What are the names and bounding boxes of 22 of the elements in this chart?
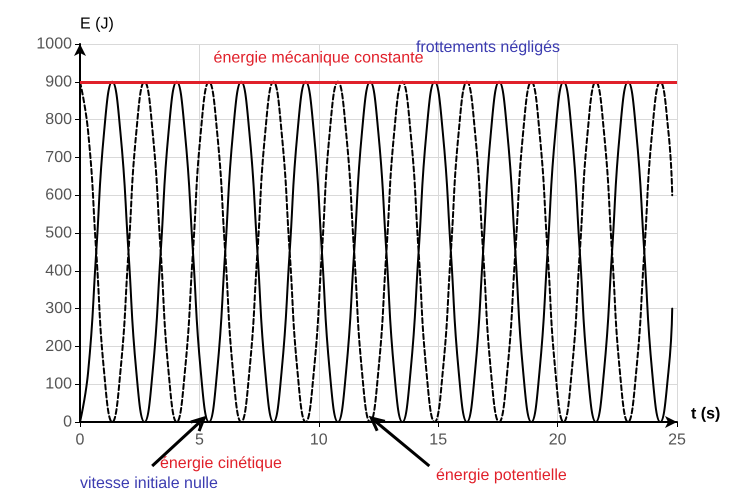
x-tick-label: 10 [310, 432, 328, 448]
y-tick-label: 900 [45, 73, 72, 90]
y-tick-label: 800 [45, 111, 72, 128]
x-tick-label: 5 [194, 432, 204, 448]
y-tick-label: 1000 [36, 36, 72, 52]
annotation: énergie cinétique [160, 455, 282, 472]
y-tick-label: 200 [45, 338, 72, 355]
y-tick-label: 700 [45, 148, 72, 166]
y-tick-label: 500 [45, 224, 72, 242]
x-tick-label: 15 [429, 432, 448, 448]
y-tick-label: 400 [45, 262, 72, 280]
annotation: énergie potentielle [436, 467, 567, 484]
y-tick-label: 600 [45, 186, 72, 204]
y-tick-label: 300 [45, 300, 72, 318]
x-tick-label: 25 [668, 432, 686, 448]
text: vitesse initiale nulle [80, 475, 218, 492]
y-axis-title: E (J) [80, 16, 114, 32]
x-tick-label: 0 [76, 432, 85, 448]
y-tick-label: 0 [63, 414, 72, 430]
y-tick-label: 100 [45, 376, 72, 393]
x-axis-title: t (s) [691, 406, 720, 422]
x-tick-label: 20 [548, 432, 567, 448]
